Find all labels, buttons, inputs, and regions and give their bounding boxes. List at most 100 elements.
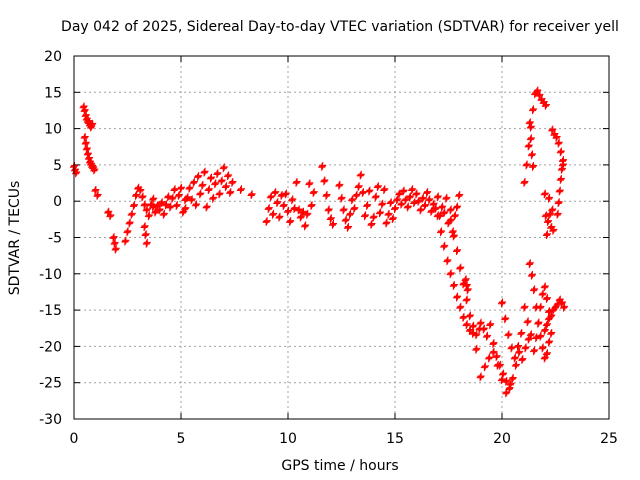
data-point	[428, 206, 436, 214]
data-point	[463, 281, 471, 289]
data-point	[463, 295, 471, 303]
data-point	[105, 207, 113, 215]
data-point	[185, 185, 193, 193]
data-point	[177, 184, 185, 192]
data-point	[556, 176, 564, 184]
data-point	[520, 303, 528, 311]
data-point	[504, 331, 512, 339]
data-point	[425, 197, 433, 205]
data-point	[283, 208, 291, 216]
data-point	[543, 231, 551, 239]
data-point	[142, 240, 150, 248]
data-point	[447, 215, 455, 223]
data-point	[541, 326, 549, 334]
data-point	[160, 209, 168, 217]
data-point	[229, 177, 237, 185]
data-point	[228, 179, 236, 187]
data-point	[110, 234, 118, 241]
data-point	[546, 337, 554, 345]
data-point	[83, 144, 91, 152]
data-point	[486, 321, 494, 329]
data-point	[555, 199, 563, 207]
data-point	[380, 186, 388, 194]
data-point	[149, 203, 157, 211]
data-point	[248, 191, 256, 199]
data-point	[206, 175, 214, 183]
data-point	[318, 163, 326, 171]
data-point	[516, 347, 524, 355]
data-point	[129, 202, 137, 210]
data-point	[368, 220, 376, 228]
data-point	[557, 148, 565, 156]
data-point	[549, 205, 557, 213]
data-point	[518, 356, 526, 364]
data-point	[340, 205, 348, 213]
data-point	[455, 191, 463, 199]
data-point	[373, 184, 381, 192]
data-point	[543, 218, 551, 226]
data-point	[554, 209, 562, 217]
data-point	[145, 211, 153, 219]
data-point	[397, 201, 405, 209]
data-point	[84, 149, 92, 157]
data-point	[381, 185, 389, 193]
data-point	[421, 202, 429, 210]
data-point	[557, 147, 565, 155]
data-point	[151, 209, 159, 217]
data-point	[93, 192, 101, 200]
data-point	[545, 194, 553, 202]
data-point	[472, 345, 480, 353]
data-point	[289, 195, 297, 203]
data-point	[410, 199, 418, 207]
plot-frame	[73, 55, 610, 420]
data-point	[470, 328, 478, 336]
data-point	[421, 201, 429, 209]
data-point	[87, 124, 95, 132]
data-point	[481, 363, 489, 371]
data-point	[549, 125, 557, 133]
data-point	[201, 167, 209, 175]
data-point	[145, 212, 153, 220]
data-point	[441, 241, 449, 249]
data-point	[418, 195, 426, 203]
data-point	[493, 353, 501, 361]
data-point	[277, 192, 285, 200]
data-point	[370, 213, 378, 221]
data-point	[275, 214, 283, 222]
data-point	[554, 200, 562, 208]
data-point	[295, 206, 303, 214]
data-point	[237, 185, 245, 193]
data-point	[547, 329, 555, 337]
data-point	[362, 211, 370, 219]
data-point	[378, 201, 386, 209]
data-point	[142, 231, 150, 239]
data-point	[521, 345, 529, 353]
data-point	[202, 204, 210, 212]
data-point	[485, 355, 493, 363]
data-point	[549, 226, 557, 234]
data-point	[142, 207, 150, 215]
data-point	[138, 194, 146, 202]
data-point	[196, 190, 204, 198]
data-point	[486, 321, 494, 329]
data-point	[142, 230, 150, 238]
data-point	[355, 183, 363, 191]
data-point	[543, 350, 551, 358]
data-point	[143, 239, 151, 247]
data-point	[215, 191, 223, 199]
data-point	[526, 332, 534, 340]
data-point	[534, 320, 542, 328]
data-point	[372, 192, 380, 200]
data-point	[463, 320, 471, 328]
data-point	[203, 202, 211, 210]
data-point	[440, 210, 448, 218]
data-point	[293, 177, 301, 185]
data-point	[200, 169, 208, 177]
data-point	[292, 179, 300, 187]
data-point	[127, 211, 135, 219]
data-point	[323, 191, 331, 199]
data-point	[305, 181, 313, 189]
data-point	[554, 140, 562, 148]
data-point	[91, 186, 99, 194]
